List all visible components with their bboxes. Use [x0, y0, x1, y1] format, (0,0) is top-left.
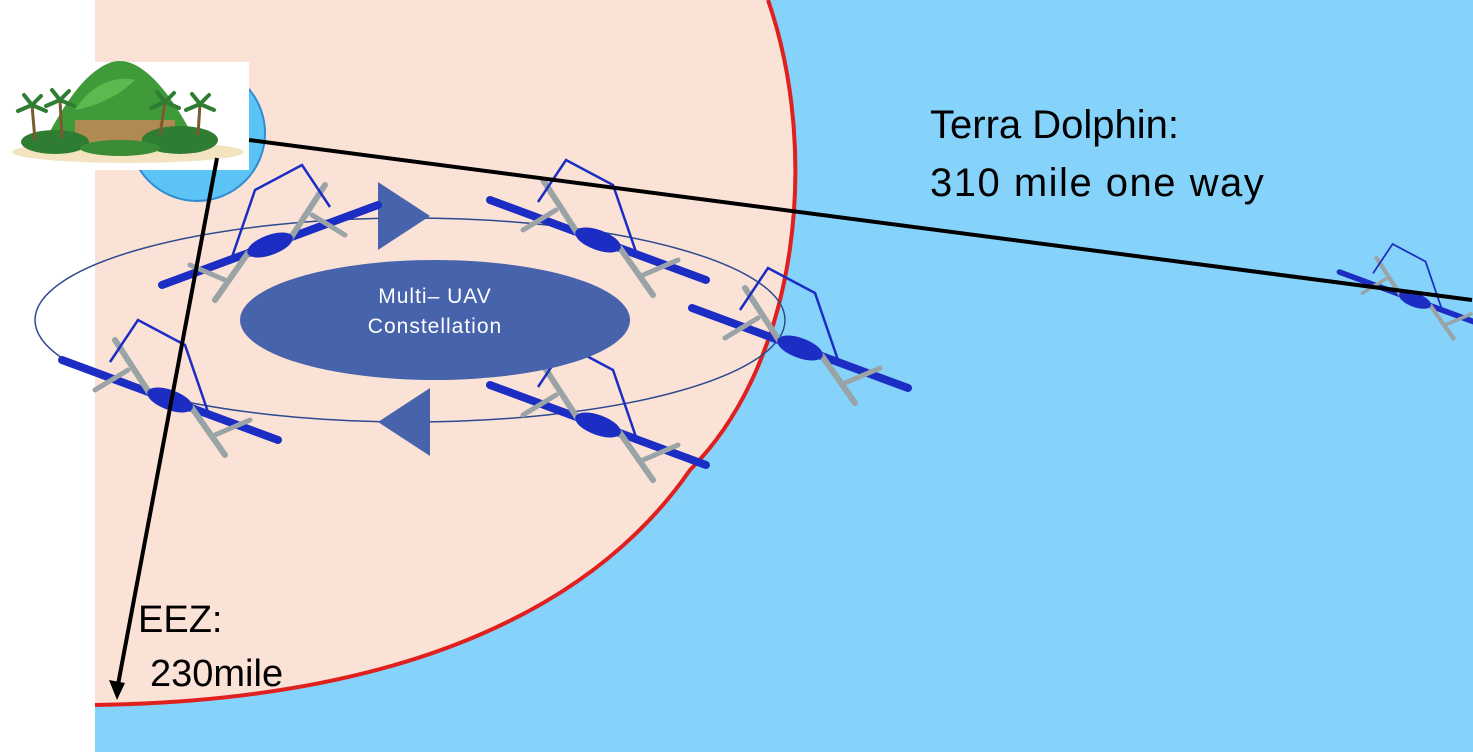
terra-dolphin-range-line — [248, 138, 1473, 302]
eez-range-arrow-line — [115, 157, 219, 691]
island — [7, 60, 266, 202]
constellation-label-line1: Multi– UAV — [378, 285, 492, 308]
eez-range: 230mile — [150, 653, 284, 695]
constellation-label-line2: Constellation — [367, 315, 503, 338]
constellation-ellipse — [240, 260, 630, 380]
terra-dolphin-title: Terra Dolphin: — [930, 103, 1180, 147]
eez-title: EEZ: — [138, 599, 223, 641]
eez-range-arrowhead — [109, 680, 125, 700]
terra-dolphin-range: 310 mile one way — [930, 161, 1266, 205]
orbit-direction-arrow-right — [378, 182, 430, 250]
orbit-direction-arrow-left — [378, 388, 430, 456]
island-picture — [12, 60, 244, 163]
constellation-label: Multi– UAV Constellation — [240, 282, 630, 342]
eez-boundary-arc — [94, 0, 798, 707]
